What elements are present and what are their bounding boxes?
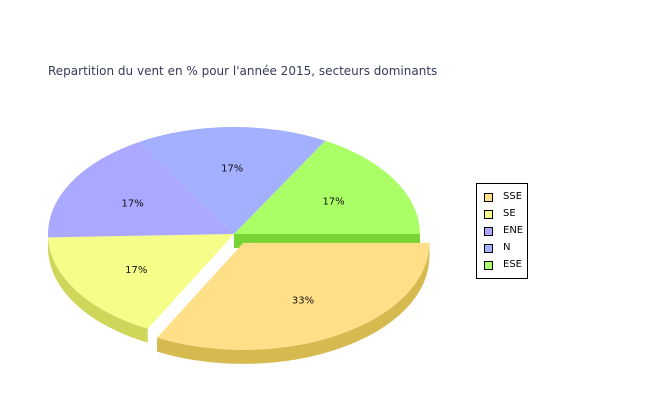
legend-entry: SE	[477, 206, 527, 223]
legend-swatch	[484, 244, 493, 253]
legend-label: SE	[503, 208, 516, 219]
chart-title: Repartition du vent en % pour l'année 20…	[48, 64, 438, 78]
legend-swatch	[484, 210, 493, 219]
chart-legend: SSE SE ENE N ESE	[476, 183, 528, 279]
pie-slice-n	[137, 127, 326, 234]
slice-value-label: 33%	[292, 296, 314, 307]
legend-swatch	[484, 193, 493, 202]
legend-entry: SSE	[477, 189, 527, 206]
legend-entry: ESE	[477, 257, 527, 274]
slice-value-label: 17%	[122, 198, 144, 209]
legend-swatch	[484, 261, 493, 270]
legend-label: ESE	[503, 259, 522, 270]
legend-entry: ENE	[477, 223, 527, 240]
slice-value-label: 17%	[125, 265, 147, 276]
pie-slice-side	[48, 237, 148, 343]
legend-label: ENE	[503, 225, 524, 236]
legend-label: SSE	[503, 191, 523, 202]
pie-slice-ese	[234, 140, 420, 234]
slice-value-label: 17%	[322, 197, 344, 208]
pie-slice-ene	[48, 142, 234, 238]
pie-slice-side	[157, 242, 430, 364]
pie-slice-se	[48, 234, 235, 329]
legend-entry: N	[477, 240, 527, 257]
legend-swatch	[484, 227, 493, 236]
legend-label: N	[503, 242, 511, 253]
pie-slice-sse	[157, 242, 430, 350]
slice-value-label: 17%	[221, 164, 243, 175]
